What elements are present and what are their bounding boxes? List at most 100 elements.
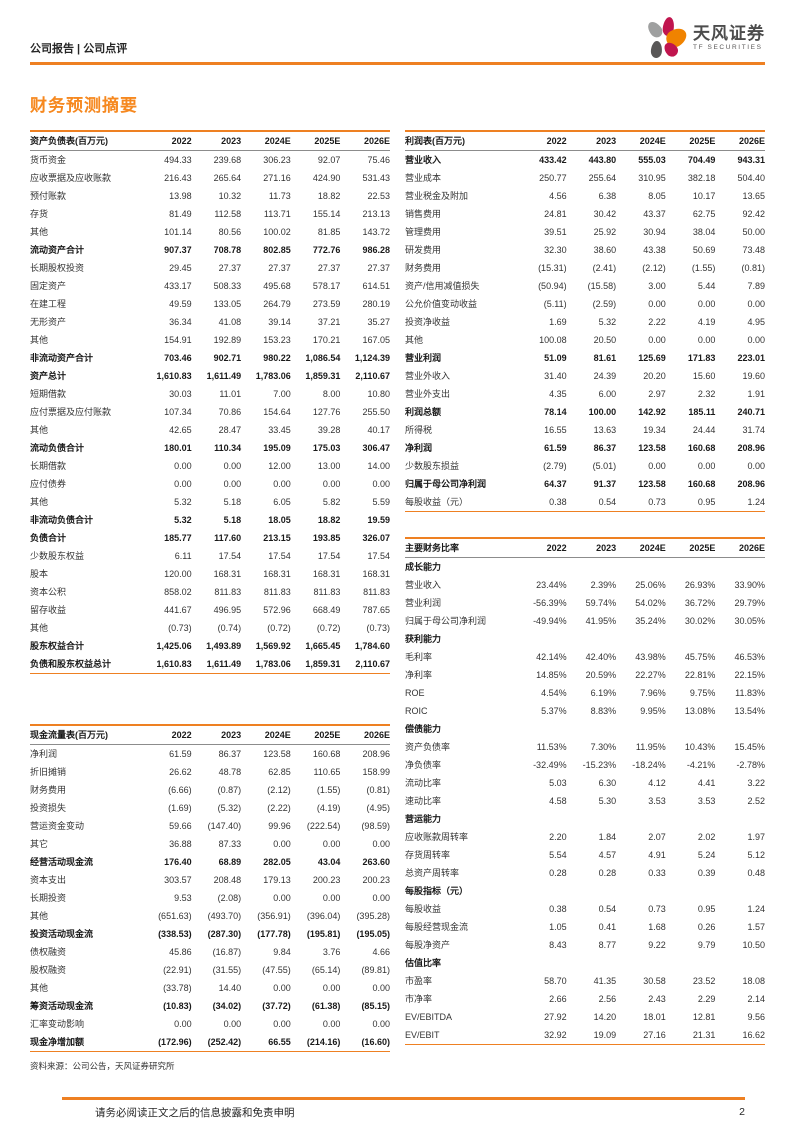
row-label: 净利润 (30, 749, 58, 759)
cell-value: 578.17 (312, 281, 341, 291)
cell-value: 0.00 (223, 479, 242, 489)
row-label: 其他 (30, 425, 49, 435)
cell-value: 107.34 (164, 407, 192, 417)
row-label: 每股净资产 (405, 940, 451, 950)
row-label: 投资活动现金流 (30, 929, 94, 939)
cell-value: 158.99 (362, 767, 390, 777)
source-note: 资料来源：公司公告，天风证券研究所 (30, 1061, 175, 1071)
cell-value: (31.55) (212, 965, 242, 975)
cell-value: 125.69 (638, 353, 666, 363)
cell-value: 185.77 (164, 533, 192, 543)
section-row: 每股指标（元） (405, 882, 765, 900)
cell-value: (5.11) (543, 299, 567, 309)
row-label: 股权融资 (30, 965, 67, 975)
cell-value: (50.94) (538, 281, 567, 291)
year-column-header: 2025E (314, 136, 341, 146)
cell-value: 811.83 (214, 587, 242, 597)
cell-value: 433.17 (164, 281, 192, 291)
cell-value: 8.77 (598, 940, 617, 950)
cell-value: 176.40 (164, 857, 192, 867)
cell-value: 3.22 (747, 778, 765, 788)
cell-value: 24.81 (544, 209, 567, 219)
cell-value: 5.30 (598, 796, 617, 806)
cell-value: 86.37 (218, 749, 242, 759)
row-label: 预付账款 (30, 191, 67, 201)
cell-value: (2.59) (592, 299, 617, 309)
row-label: 营业利润 (405, 353, 442, 363)
cell-value: 0.00 (273, 839, 291, 849)
cell-value: 614.51 (362, 281, 390, 291)
row-label: 营业外支出 (405, 389, 451, 399)
cell-value: -49.94% (533, 616, 567, 626)
row-label: 其他 (405, 335, 424, 345)
cell-value: 494.33 (164, 155, 192, 165)
row-label: 固定资产 (30, 281, 67, 291)
cell-value: 42.14% (536, 652, 567, 662)
cell-value: 62.75 (692, 209, 716, 219)
table-row: 其他 (651.63) (493.70) (356.91) (396.04) (395.2… (30, 907, 390, 925)
cell-value: 91.37 (593, 479, 617, 489)
table-row: 研发费用 32.30 38.60 43.38 50.69 73.48 (405, 241, 765, 259)
table-row: 其他 42.65 28.47 33.45 39.28 40.17 (30, 421, 390, 439)
row-label: 应付票据及应付账款 (30, 407, 112, 417)
cell-value: 153.23 (263, 335, 291, 345)
cell-value: (4.19) (316, 803, 341, 813)
cell-value: 0.00 (322, 893, 341, 903)
cell-value: 33.90% (734, 580, 765, 590)
cell-value: 811.83 (263, 587, 291, 597)
row-label: 每股收益 (405, 904, 442, 914)
cell-value: 858.02 (164, 587, 192, 597)
table-row: 其他 5.32 5.18 6.05 5.82 5.59 (30, 493, 390, 511)
cell-value: 43.38 (643, 245, 666, 255)
cell-value: 306.23 (263, 155, 291, 165)
cell-value: 31.74 (742, 425, 765, 435)
cell-value: 171.83 (687, 353, 716, 363)
cell-value: 2.66 (549, 994, 567, 1004)
cell-value: 24.44 (692, 425, 716, 435)
cell-value: 708.78 (213, 245, 242, 255)
table-row: 每股收益（元） 0.38 0.54 0.73 0.95 1.24 (405, 493, 765, 511)
cell-value: 772.76 (312, 245, 341, 255)
cell-value: 100.00 (588, 407, 617, 417)
row-label: 偿债能力 (405, 724, 442, 734)
cell-value: 32.92 (544, 1030, 567, 1040)
cell-value: 33.45 (268, 425, 291, 435)
cell-value: 87.33 (218, 839, 242, 849)
cell-value: (214.16) (306, 1037, 341, 1047)
cell-value (616, 882, 666, 900)
cell-value: 255.50 (362, 407, 390, 417)
table-row: 少数股东权益 6.11 17.54 17.54 17.54 17.54 (30, 547, 390, 565)
cell-value: 265.64 (213, 173, 242, 183)
cell-value: 160.68 (687, 443, 716, 453)
cell-value: 50.00 (742, 227, 765, 237)
cell-value: 29.79% (734, 598, 765, 608)
table-row: 其他 154.91 192.89 153.23 170.21 167.05 (30, 331, 390, 349)
row-label: 营业税金及附加 (405, 191, 469, 201)
cell-value: 167.05 (362, 335, 390, 345)
table-row: 长期投资 9.53 (2.08) 0.00 0.00 0.00 (30, 889, 390, 907)
page-header: 公司报告 | 公司点评 天风证券 TF SECURITIES (0, 0, 794, 62)
cell-value: 92.42 (742, 209, 765, 219)
cell-value: 14.00 (367, 461, 390, 471)
cell-value: 213.15 (263, 533, 291, 543)
row-label: 市净率 (405, 994, 433, 1004)
year-column-header: 2023 (596, 543, 617, 553)
row-label: 应收账款周转率 (405, 832, 469, 842)
cell-value: 100.02 (263, 227, 291, 237)
row-label: 汇率变动影响 (30, 1019, 85, 1029)
cell-value: 1,493.89 (206, 641, 242, 651)
year-column-header: 2025E (689, 543, 716, 553)
row-label: 投资损失 (30, 803, 67, 813)
cell-value (715, 882, 765, 900)
cell-value: 123.58 (638, 443, 666, 453)
row-label: 营业收入 (405, 155, 442, 165)
cell-value: 264.79 (263, 299, 291, 309)
cell-value: 7.96% (640, 688, 666, 698)
table-title: 利润表(百万元) (405, 136, 465, 146)
cell-value: 41.08 (218, 317, 242, 327)
row-label: 营运能力 (405, 814, 442, 824)
cell-value: 61.59 (544, 443, 567, 453)
cell-value: 4.91 (648, 850, 666, 860)
cell-value (666, 558, 716, 576)
cell-value: 787.65 (362, 605, 390, 615)
